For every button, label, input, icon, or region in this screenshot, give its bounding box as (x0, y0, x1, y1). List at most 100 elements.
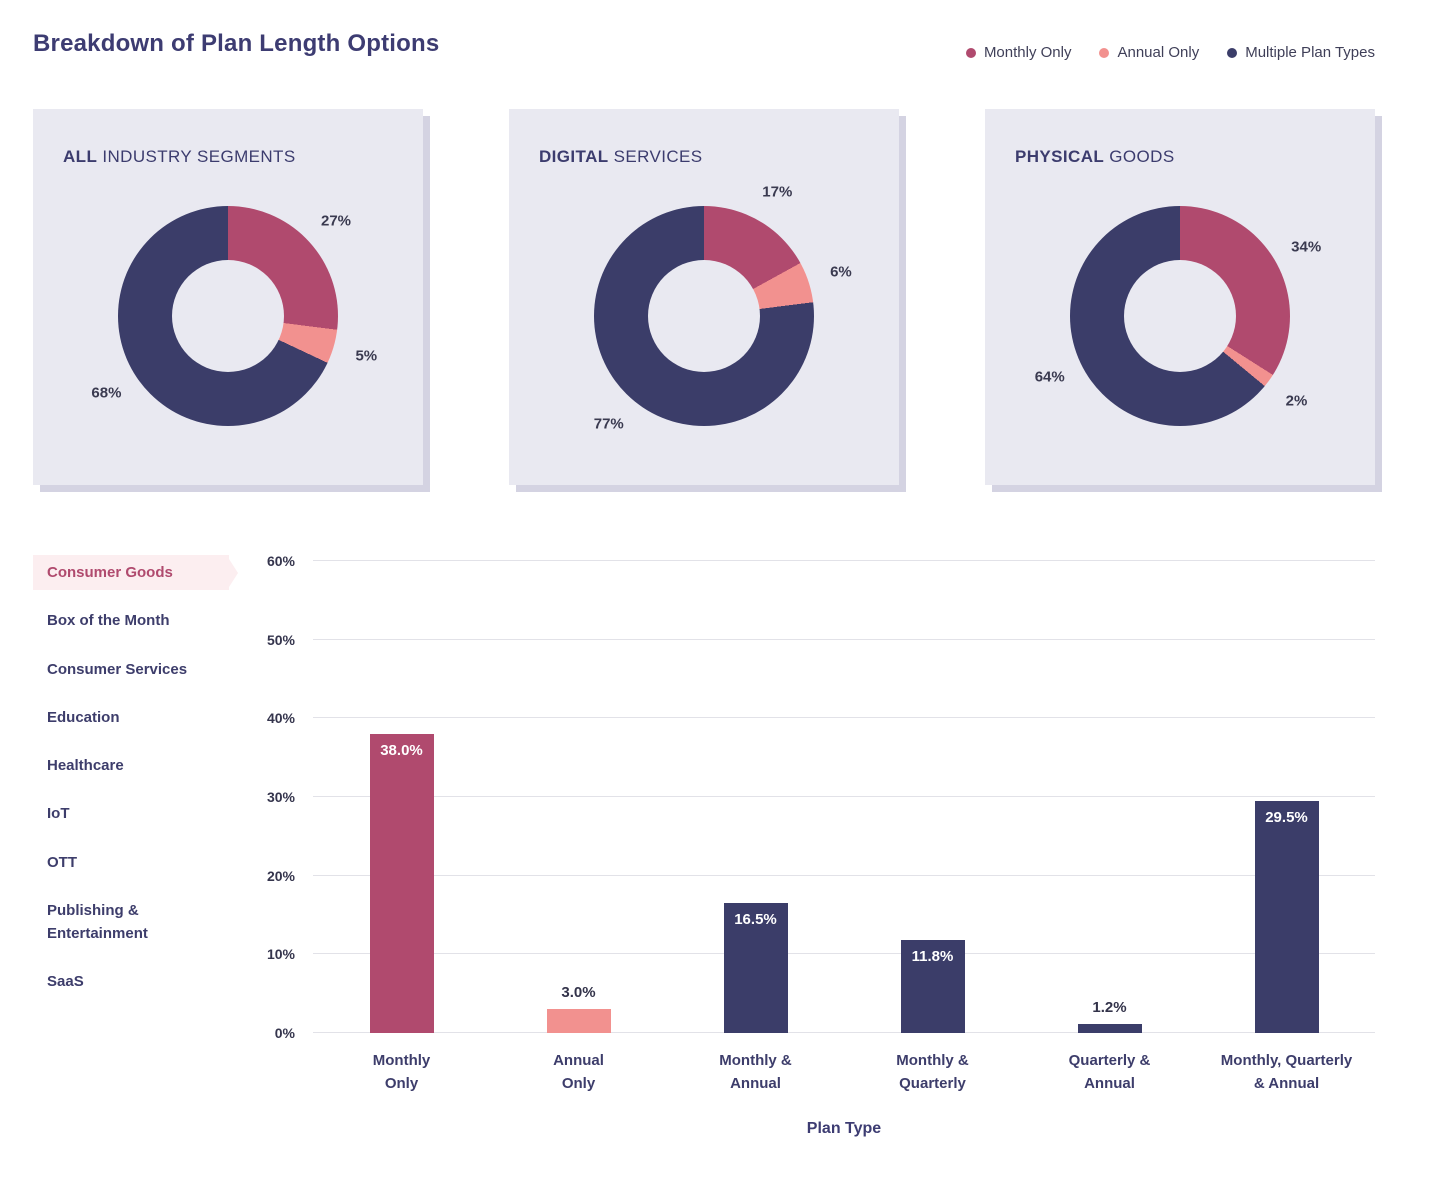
donut-chart-all-industry-segments[interactable] (118, 206, 338, 426)
industry-sidebar: Consumer Goods Box of the Month Consumer S… (33, 545, 229, 1138)
donut-segment-label-monthly: 17% (762, 183, 793, 201)
bar-value-label: 3.0% (561, 984, 596, 1002)
bar-slot-monthly-only: 38.0% (313, 561, 490, 1033)
sidebar-item-education[interactable]: Education (33, 700, 229, 735)
donut-cards-row: ALL INDUSTRY SEGMENTS 27% 5% 68% DIGITAL S… (33, 109, 1375, 485)
donut-segment-label-annual: 2% (1285, 392, 1308, 410)
legend-item-monthly-only[interactable]: Monthly Only (965, 44, 1072, 61)
sidebar-item-label: Education (47, 708, 120, 726)
donut-segment-label-annual: 6% (830, 263, 852, 280)
page-title: Breakdown of Plan Length Options (33, 30, 440, 57)
bar-value-label: 11.8% (911, 948, 954, 966)
legend-item-label: Annual Only (1117, 44, 1200, 61)
donut-card-title: PHYSICAL GOODS (1015, 147, 1345, 167)
donut-card-title-rest: INDUSTRY SEGMENTS (97, 147, 296, 166)
donut-segment-label-multiple: 77% (593, 415, 624, 433)
bar-monthly-annual[interactable]: 16.5% (723, 903, 788, 1033)
y-tick-label: 20% (266, 867, 295, 884)
donut-segment-label-monthly: 27% (321, 212, 352, 230)
bar-quarterly-annual[interactable] (1077, 1023, 1142, 1033)
x-axis-labels: Monthly Only Annual Only Monthly & Annual M… (313, 1049, 1375, 1096)
bar-slot-quarterly-annual: 1.2% (1021, 561, 1198, 1033)
x-axis-title: Plan Type (806, 1119, 882, 1137)
donut-wrap: 17% 6% 77% (539, 183, 869, 447)
bar-annual-only[interactable] (546, 1009, 611, 1033)
y-tick-label: 10% (266, 946, 295, 963)
bar-monthly-only[interactable]: 38.0% (369, 734, 434, 1033)
donut-card-title-emphasis: ALL (63, 147, 98, 166)
y-tick-label: 40% (266, 710, 295, 727)
legend-item-label: Monthly Only (983, 44, 1072, 61)
donut-card-physical-goods: PHYSICAL GOODS 34% 2% 64% (985, 109, 1375, 485)
donut-segment-label-multiple: 68% (91, 384, 122, 402)
sidebar-item-label: Healthcare (47, 757, 124, 774)
sidebar-item-label: Consumer Services (47, 660, 188, 678)
donut-card-title: DIGITAL SERVICES (539, 147, 869, 167)
donut-card-all-industry-segments: ALL INDUSTRY SEGMENTS 27% 5% 68% (33, 109, 423, 485)
sidebar-item-label: OTT (47, 853, 77, 871)
lower-section: Consumer Goods Box of the Month Consumer S… (33, 545, 1375, 1138)
donut-card-title-emphasis: DIGITAL (539, 147, 609, 166)
sidebar-item-label: SaaS (47, 973, 84, 991)
gridline-30 (313, 796, 1375, 797)
x-category-label-quarterly-annual: Quarterly & Annual (1068, 1052, 1151, 1093)
bar-monthly-quarterly[interactable]: 11.8% (900, 940, 965, 1033)
sidebar-item-label: Consumer Goods (47, 564, 173, 581)
bar-slot-annual-only: 3.0% (490, 561, 667, 1033)
legend-item-label: Multiple Plan Types (1245, 44, 1375, 61)
y-tick-label: 60% (266, 553, 295, 569)
sidebar-item-label: Publishing & Entertainment (47, 901, 148, 942)
x-category-label-monthly-annual: Monthly & Annual (719, 1052, 792, 1093)
legend-dot-monthly (965, 47, 976, 58)
sidebar-item-box-of-the-month[interactable]: Box of the Month (33, 603, 229, 638)
bar-slot-monthly-quarterly-annual: 29.5% (1198, 561, 1375, 1033)
bar-value-label: 1.2% (1092, 998, 1127, 1016)
donut-segment-label-multiple: 64% (1034, 368, 1065, 386)
sidebar-item-label: Box of the Month (47, 612, 170, 630)
bar-monthly-quarterly-annual[interactable]: 29.5% (1254, 800, 1319, 1033)
bar-value-label: 38.0% (380, 742, 423, 760)
bar-value-label: 29.5% (1265, 808, 1308, 826)
sidebar-item-publishing-entertainment[interactable]: Publishing & Entertainment (33, 893, 229, 952)
gridline-40 (313, 717, 1375, 719)
donut-wrap: 34% 2% 64% (1015, 185, 1345, 447)
bar-chart-area: 38.0% 3.0% 16.5% 11.8% 1.2% 29.5% 0% 10% 20% 30%… (267, 545, 1375, 1138)
x-category-label-monthly-quarterly: Monthly & Quarterly (896, 1052, 969, 1093)
bar-slot-monthly-quarterly: 11.8% (844, 561, 1021, 1033)
y-tick-label: 50% (266, 631, 295, 648)
sidebar-item-label: IoT (47, 805, 70, 823)
bar-chart-plot: 38.0% 3.0% 16.5% 11.8% 1.2% 29.5% 0% 10% 20% 30%… (267, 553, 1375, 1041)
donut-chart-digital-services[interactable] (594, 206, 814, 426)
donut-card-title-rest: SERVICES (608, 147, 703, 166)
donut-wrap: 27% 5% 68% (63, 185, 393, 447)
gridline-50 (313, 638, 1375, 640)
legend-item-multiple-plan-types[interactable]: Multiple Plan Types (1227, 44, 1375, 61)
sidebar-item-ott[interactable]: OTT (33, 845, 229, 880)
donut-card-digital-services: DIGITAL SERVICES 17% 6% 77% (509, 109, 899, 485)
sidebar-item-saas[interactable]: SaaS (33, 964, 229, 999)
sidebar-item-consumer-goods[interactable]: Consumer Goods (33, 555, 229, 591)
chart-legend: Monthly Only Annual Only Multiple Plan Typ… (965, 44, 1375, 61)
gridline-60 (313, 560, 1375, 561)
donut-segment-label-annual: 5% (355, 347, 378, 365)
x-category-label-monthly-quarterly-annual: Monthly, Quarterly & Annual (1220, 1052, 1353, 1093)
gridline-0 (313, 1032, 1375, 1033)
dashboard: Breakdown of Plan Length Options Monthly… (33, 0, 1375, 1138)
legend-dot-multiple (1227, 47, 1238, 58)
legend-item-annual-only[interactable]: Annual Only (1099, 44, 1199, 61)
donut-card-title: ALL INDUSTRY SEGMENTS (63, 147, 393, 167)
x-category-label-monthly-only: Monthly Only (372, 1052, 431, 1093)
donut-segment-label-monthly: 34% (1291, 238, 1322, 256)
bars-row: 38.0% 3.0% 16.5% 11.8% 1.2% 29.5% (313, 561, 1375, 1033)
sidebar-item-healthcare[interactable]: Healthcare (33, 748, 229, 783)
donut-chart-physical-goods[interactable] (1070, 206, 1290, 426)
donut-card-title-emphasis: PHYSICAL (1015, 147, 1105, 166)
sidebar-item-iot[interactable]: IoT (33, 796, 229, 831)
page-header: Breakdown of Plan Length Options Monthly… (33, 0, 1375, 61)
gridline-10 (313, 953, 1375, 955)
legend-dot-annual (1099, 47, 1110, 58)
gridline-20 (313, 874, 1375, 876)
bar-value-label: 16.5% (734, 911, 777, 929)
sidebar-item-consumer-services[interactable]: Consumer Services (33, 652, 229, 687)
y-tick-label: 0% (274, 1025, 295, 1041)
